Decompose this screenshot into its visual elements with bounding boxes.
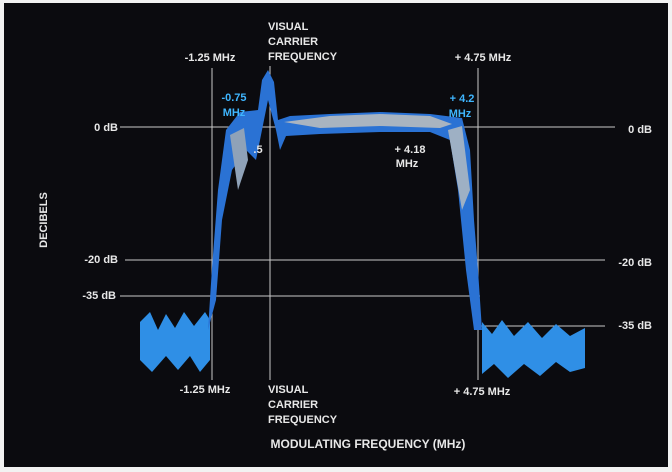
bottom-right-marker-label: + 4.75 MHz bbox=[454, 386, 511, 398]
bottom-carrier-label: CARRIER bbox=[268, 399, 318, 411]
top-carrier-label: VISUAL bbox=[268, 21, 309, 33]
right-level-label: -20 dB bbox=[618, 257, 652, 269]
left-level-label: 0 dB bbox=[94, 122, 118, 134]
right-level-label: 0 dB bbox=[628, 124, 652, 136]
top-carrier-label: CARRIER bbox=[268, 36, 318, 48]
x-axis-label: MODULATING FREQUENCY (MHz) bbox=[271, 437, 466, 451]
annotation: + 4.2 bbox=[450, 93, 475, 105]
bottom-carrier-label: FREQUENCY bbox=[268, 414, 338, 426]
top-carrier-label: FREQUENCY bbox=[268, 51, 338, 63]
screen bbox=[4, 3, 668, 467]
right-level-label: -35 dB bbox=[618, 320, 652, 332]
left-level-label: -20 dB bbox=[84, 254, 118, 266]
annotation: MHz bbox=[223, 107, 246, 119]
top-right-marker-label: + 4.75 MHz bbox=[455, 52, 512, 64]
top-left-marker-label: -1.25 MHz bbox=[185, 52, 236, 64]
bottom-carrier-label: VISUAL bbox=[268, 384, 309, 396]
left-level-label: -35 dB bbox=[82, 290, 116, 302]
annotation: MHz bbox=[449, 108, 472, 120]
bottom-left-marker-label: -1.25 MHz bbox=[180, 384, 231, 396]
spectrum-trace bbox=[140, 70, 585, 378]
annotation: .5 bbox=[253, 144, 262, 156]
annotation: + 4.18 bbox=[395, 144, 426, 156]
annotation: MHz bbox=[396, 158, 419, 170]
annotation: -0.75 bbox=[221, 92, 246, 104]
y-axis-label: DECIBELS bbox=[38, 192, 50, 248]
